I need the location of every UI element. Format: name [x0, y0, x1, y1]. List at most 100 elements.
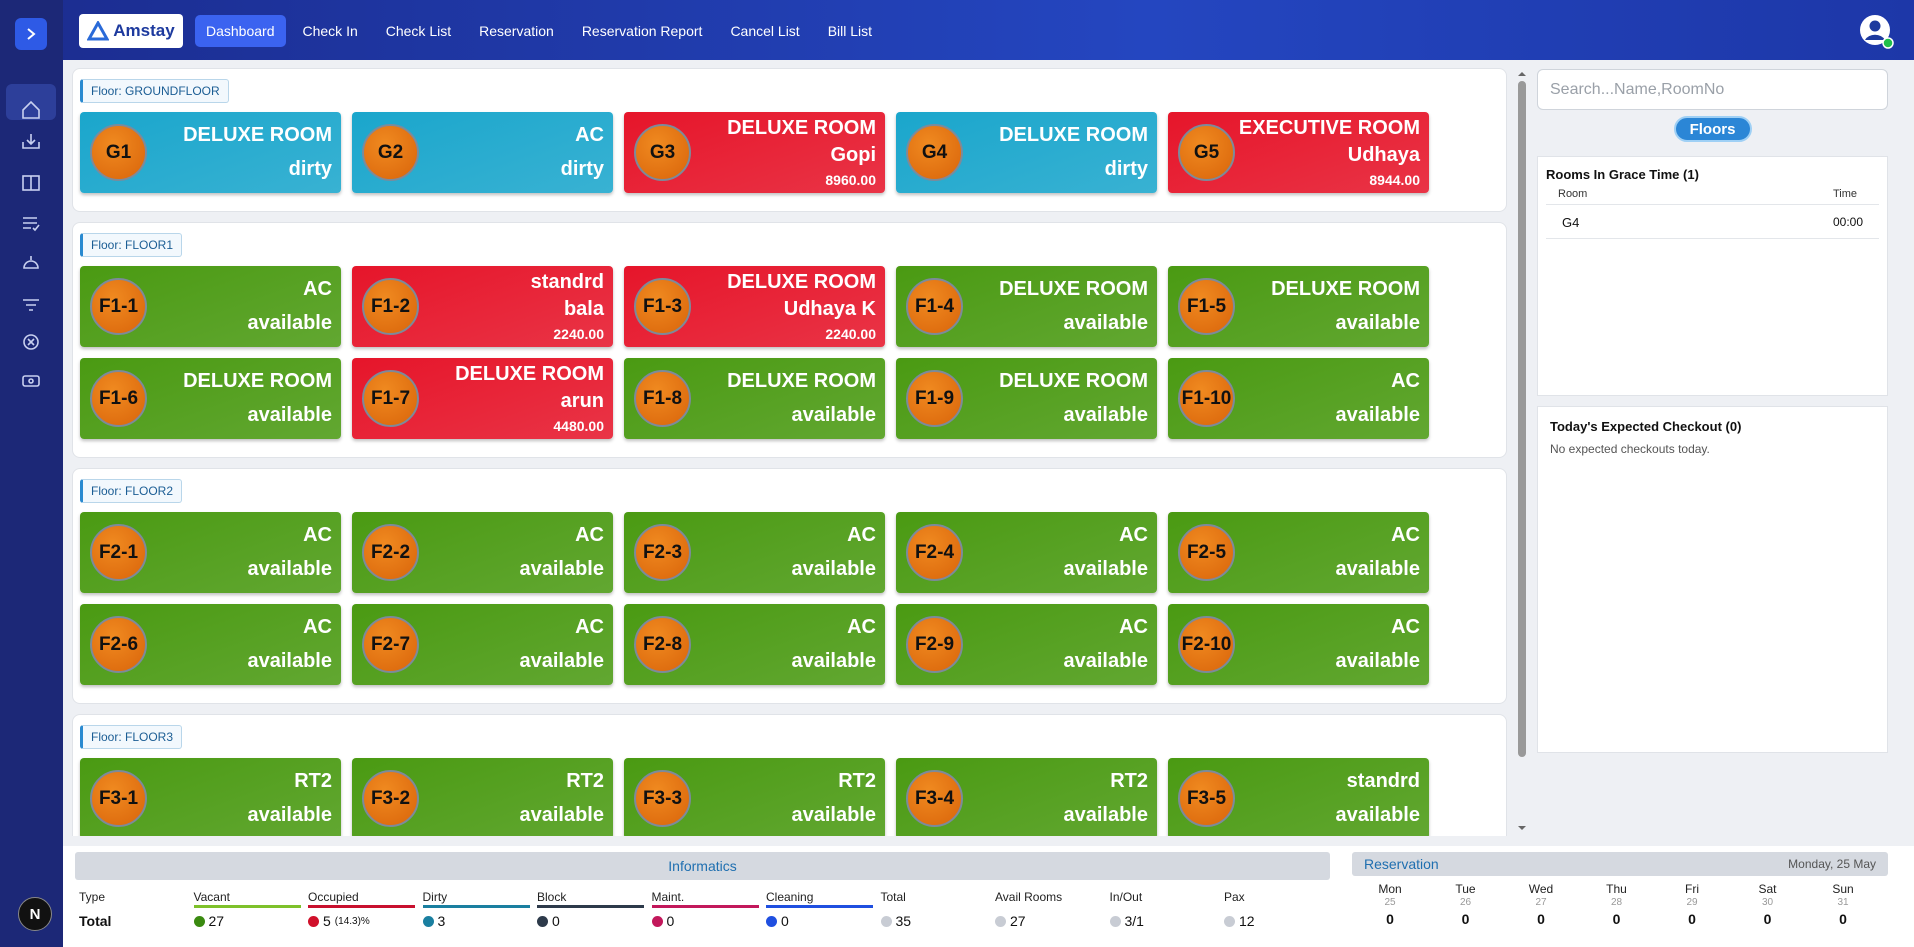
scrollbar[interactable] — [1517, 68, 1527, 838]
room-status: dirty — [288, 158, 332, 180]
nav-item[interactable]: Dashboard — [195, 15, 286, 47]
room-card[interactable]: F2-8 AC available — [624, 604, 885, 685]
room-card[interactable]: G5 EXECUTIVE ROOM Udhaya 8944.00 — [1168, 112, 1429, 193]
nav-item[interactable]: Cancel List — [730, 23, 800, 39]
informatics-title: Informatics — [668, 858, 737, 874]
floors-button[interactable]: Floors — [1673, 116, 1752, 142]
room-card[interactable]: F3-2 RT2 available — [352, 758, 613, 836]
room-card[interactable]: F3-1 RT2 available — [80, 758, 341, 836]
day-column: Sun 31 0 — [1813, 882, 1873, 927]
guest-name: Udhaya — [1347, 144, 1420, 166]
nav-item[interactable]: Bill List — [827, 23, 873, 39]
day-count: 0 — [1386, 911, 1394, 927]
room-card[interactable]: F2-7 AC available — [352, 604, 613, 685]
room-card[interactable]: F3-4 RT2 available — [896, 758, 1157, 836]
room-card[interactable]: F2-4 AC available — [896, 512, 1157, 593]
logo-icon — [87, 21, 110, 41]
room-card[interactable]: G1 DELUXE ROOM dirty — [80, 112, 341, 193]
room-card[interactable]: F1-2 standrd bala 2240.00 — [352, 266, 613, 347]
room-card[interactable]: F2-2 AC available — [352, 512, 613, 593]
room-card[interactable]: F2-1 AC available — [80, 512, 341, 593]
room-number: F3-2 — [362, 770, 419, 827]
toggle-button[interactable] — [15, 18, 47, 50]
room-card[interactable]: F2-5 AC available — [1168, 512, 1429, 593]
checkout-box: Today's Expected Checkout (0) No expecte… — [1537, 406, 1888, 753]
logo[interactable]: Amstay — [79, 14, 183, 48]
room-type: DELUXE ROOM — [999, 370, 1148, 392]
day-count: 0 — [1839, 911, 1847, 927]
room-card[interactable]: F1-7 DELUXE ROOM arun 4480.00 — [352, 358, 613, 439]
room-type: DELUXE ROOM — [999, 124, 1148, 146]
room-card[interactable]: G4 DELUXE ROOM dirty — [896, 112, 1157, 193]
room-card[interactable]: F1-10 AC available — [1168, 358, 1429, 439]
reservation: Reservation Monday, 25 May Mon 25 0 Tue 26 0 W… — [1352, 852, 1888, 927]
room-status: available — [247, 312, 332, 334]
amount: 4480.00 — [553, 418, 604, 434]
room-card[interactable]: F1-1 AC available — [80, 266, 341, 347]
room-card[interactable]: F1-9 DELUXE ROOM available — [896, 358, 1157, 439]
day-date: 26 — [1459, 897, 1472, 908]
room-status: available — [1335, 558, 1420, 580]
room-status: available — [1063, 404, 1148, 426]
nav-item[interactable]: Check List — [385, 23, 452, 39]
room-status: dirty — [560, 158, 604, 180]
avatar[interactable] — [1858, 13, 1894, 49]
room-card[interactable]: F2-10 AC available — [1168, 604, 1429, 685]
grace-header: Room Time — [1546, 188, 1879, 205]
status-dot — [1109, 915, 1121, 927]
user-badge[interactable]: N — [18, 897, 52, 931]
room-card[interactable]: G2 AC dirty — [352, 112, 613, 193]
room-number: F1-9 — [906, 370, 963, 427]
room-card[interactable]: F1-6 DELUXE ROOM available — [80, 358, 341, 439]
room-card[interactable]: F3-3 RT2 available — [624, 758, 885, 836]
stat-value: 3 — [422, 913, 445, 929]
room-type: standrd — [1346, 770, 1420, 792]
side-panel: Search...Name,RoomNo Floors Rooms In Gra… — [1537, 69, 1888, 753]
room-number: F3-4 — [906, 770, 963, 827]
column-header: Type — [79, 890, 106, 904]
day-name: Thu — [1606, 882, 1627, 896]
room-card[interactable]: F1-8 DELUXE ROOM available — [624, 358, 885, 439]
status-dot — [308, 915, 319, 927]
room-card[interactable]: F2-9 AC available — [896, 604, 1157, 685]
column-header: Time — [1832, 188, 1857, 200]
room-number: F2-5 — [1178, 524, 1235, 581]
column-header: Maint. — [651, 890, 759, 908]
guest-name: Udhaya K — [783, 298, 876, 320]
room-status: available — [791, 804, 876, 826]
room-type: DELUXE ROOM — [183, 124, 332, 146]
room-card[interactable]: F1-3 DELUXE ROOM Udhaya K 2240.00 — [624, 266, 885, 347]
room-number: F1-10 — [1178, 370, 1235, 427]
room-status: available — [1063, 312, 1148, 334]
room-card[interactable]: F2-6 AC available — [80, 604, 341, 685]
column-header: Block — [537, 890, 644, 908]
room-row: F2-1 AC available F2-2 AC available F2-3 AC avai… — [80, 512, 1499, 593]
room-status: available — [1335, 804, 1420, 826]
room-card[interactable]: G3 DELUXE ROOM Gopi 8960.00 — [624, 112, 885, 193]
room-type: AC — [303, 524, 332, 546]
status-dot — [880, 915, 892, 927]
nav-item[interactable]: Check In — [302, 23, 358, 39]
room-card[interactable]: F1-5 DELUXE ROOM available — [1168, 266, 1429, 347]
day-name: Tue — [1455, 882, 1476, 896]
room-number: F2-7 — [362, 616, 419, 673]
status-dot — [193, 915, 205, 927]
day-date: 25 — [1384, 897, 1396, 908]
nav-item[interactable]: Reservation Report — [581, 23, 703, 39]
room-card[interactable]: F2-3 AC available — [624, 512, 885, 593]
room-type: RT2 — [838, 770, 876, 792]
nav-item[interactable]: Reservation — [479, 23, 554, 39]
room-card[interactable]: F1-4 DELUXE ROOM available — [896, 266, 1157, 347]
room-status: available — [519, 804, 604, 826]
room-card[interactable]: F3-5 standrd available — [1168, 758, 1429, 836]
room-type: DELUXE ROOM — [183, 370, 332, 392]
reservation-date: Monday, 25 May — [1788, 857, 1876, 871]
room-number: F1-7 — [362, 370, 419, 427]
column-header: In/Out — [1109, 890, 1143, 904]
stat-number: 0 — [781, 913, 789, 929]
search-input[interactable]: Search...Name,RoomNo — [1537, 69, 1888, 110]
status-dot — [766, 915, 777, 927]
amount: 2240.00 — [553, 326, 604, 342]
room-type: AC — [1391, 616, 1420, 638]
